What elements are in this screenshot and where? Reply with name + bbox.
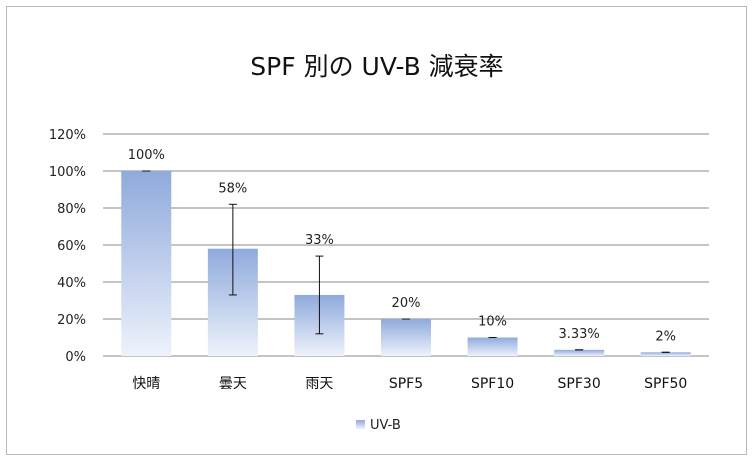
data-label: 58% [218,181,247,196]
label-layer: 100% 快晴 58% 曇天 33% 雨天 20% SPF5 10% SPF10 3.33% SPF3… [128,148,688,392]
category-label: 雨天 [305,376,333,392]
grid-layer: 0% 20% 40% 60% 80% 100% 120% [49,128,709,365]
chart-title: SPF 別の UV-B 減衰率 [250,52,503,81]
error-layer [142,170,670,353]
data-label: 20% [392,296,421,311]
bar [381,319,431,356]
category-label: SPF10 [471,376,514,392]
chart-svg: SPF 別の UV-B 減衰率 0% 20% 40% 60% 80% 100% 120% 1… [49,52,709,433]
legend-label: UV-B [370,418,401,433]
category-label: 快晴 [132,376,160,392]
y-tick-label: 20% [57,313,86,328]
data-label: 2% [655,329,676,344]
category-label: SPF5 [389,376,423,392]
y-tick-label: 40% [57,276,86,291]
category-label: 曇天 [219,376,247,392]
data-label: 100% [128,148,165,163]
category-label: SPF50 [644,376,687,392]
y-tick-label: 0% [65,350,86,365]
data-label: 33% [305,233,334,248]
data-label: 3.33% [558,327,599,342]
legend: UV-B [356,418,401,433]
bar-layer [121,171,691,356]
category-label: SPF30 [558,376,601,392]
data-label: 10% [478,315,507,330]
y-tick-label: 80% [57,202,86,217]
bar [554,349,605,356]
bar [640,352,691,356]
chart-frame: SPF 別の UV-B 減衰率 0% 20% 40% 60% 80% 100% 120% 1… [6,6,747,455]
legend-swatch [356,420,365,429]
y-tick-label: 100% [49,165,86,180]
bar [467,337,518,356]
y-tick-label: 60% [57,239,86,254]
bar [121,171,172,356]
y-tick-label: 120% [49,128,86,143]
